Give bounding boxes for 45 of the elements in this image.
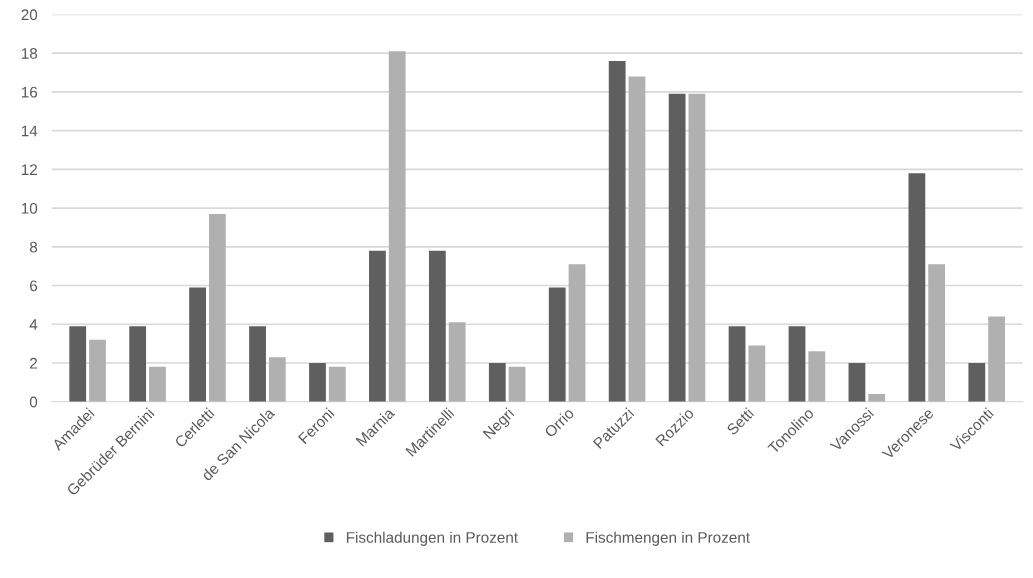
y-tick-label: 6: [30, 280, 38, 292]
bar: [608, 60, 626, 402]
bar: [788, 326, 806, 402]
bar: [728, 326, 746, 402]
bar: [208, 213, 226, 402]
bar: [69, 326, 87, 402]
bar: [628, 76, 646, 402]
bar: [149, 366, 166, 402]
bar: [908, 173, 926, 402]
bar: [848, 362, 866, 402]
bar: [808, 351, 826, 402]
bar: [328, 366, 346, 402]
y-tick-label: 14: [21, 125, 38, 137]
bar: [129, 326, 147, 402]
bar: [249, 326, 266, 402]
bar: [189, 287, 206, 402]
y-tick-label: 2: [30, 357, 37, 369]
y-tick-label: 4: [29, 319, 38, 330]
bar: [89, 339, 106, 402]
bar: [868, 393, 886, 402]
bar: [268, 357, 286, 402]
bar: [688, 93, 706, 402]
y-tick-label: 18: [21, 48, 38, 59]
bar: [428, 250, 446, 402]
bar: [668, 93, 686, 402]
bar: [508, 366, 526, 402]
bar: [748, 345, 766, 402]
y-tick-label: 8: [29, 241, 38, 253]
y-tick-label: 10: [21, 202, 38, 214]
bar: [369, 250, 386, 402]
bar: [388, 51, 406, 402]
y-tick-label: 12: [21, 164, 37, 175]
legend-label: Fischladungen in Prozent: [346, 531, 518, 546]
bar: [928, 264, 946, 402]
bar: [568, 264, 586, 402]
y-tick-label: 16: [21, 86, 38, 98]
bar: [309, 362, 326, 402]
bar: [448, 322, 466, 402]
y-tick-label: 0: [29, 396, 38, 408]
bar: [968, 362, 986, 402]
bar: [488, 362, 506, 402]
y-tick-label: 20: [21, 9, 38, 21]
bar: [548, 287, 566, 402]
bar: [988, 316, 1005, 402]
legend-label: Fischmengen in Prozent: [586, 531, 750, 546]
